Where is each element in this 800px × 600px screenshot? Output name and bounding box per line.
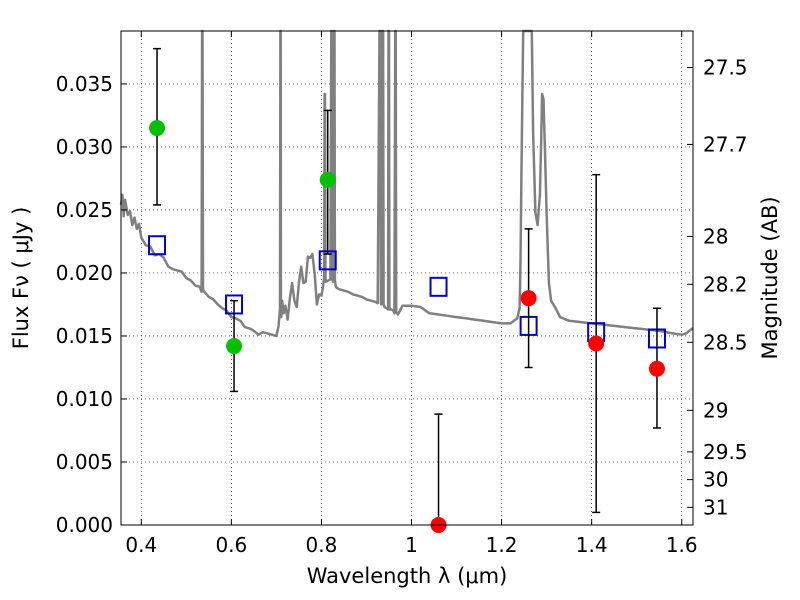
y2-axis-label: Magnitude (AB)	[758, 196, 782, 359]
y-tick-label: 0.035	[56, 72, 113, 96]
axes-ticks: 0.4 0.6 0.8 1 1.2 1.4 1.6 0.000 0.005 0.010 0.015 0…	[56, 31, 748, 557]
optical-flux-point	[149, 120, 166, 137]
y2-tick-label: 28	[703, 224, 728, 248]
y2-tick-label: 27.7	[703, 132, 748, 156]
nir-flux-point	[520, 290, 537, 307]
y-tick-label: 0.030	[56, 135, 113, 159]
optical-flux-point	[226, 338, 243, 355]
x-tick-label: 1.6	[666, 533, 698, 557]
grid	[121, 31, 693, 526]
y-tick-label: 0.005	[56, 450, 113, 474]
x-tick-label: 0.6	[215, 533, 247, 557]
y-tick-label: 0.015	[56, 324, 113, 348]
y-tick-label: 0.025	[56, 198, 113, 222]
plot-frame	[120, 30, 694, 526]
y2-tick-label: 27.5	[703, 56, 748, 80]
y2-tick-label: 28.5	[703, 330, 748, 354]
x-tick-label: 0.4	[125, 533, 157, 557]
y-tick-label: 0.000	[56, 513, 113, 537]
x-tick-label: 1.2	[486, 533, 518, 557]
y-axis-label: Flux Fν ( μJy )	[9, 207, 33, 350]
y2-tick-label: 31	[703, 495, 728, 519]
y2-tick-label: 30	[703, 468, 728, 492]
y-tick-label: 0.010	[56, 387, 113, 411]
x-tick-label: 1	[405, 533, 418, 557]
x-tick-label: 1.4	[576, 533, 608, 557]
y-tick-label: 0.020	[56, 261, 113, 285]
y2-tick-label: 28.2	[703, 272, 748, 296]
nir-flux-point	[648, 360, 665, 377]
model-spectrum-line	[119, 29, 694, 338]
x-tick-label: 0.8	[306, 533, 338, 557]
plot-area	[119, 29, 694, 533]
optical-flux-point	[319, 171, 336, 188]
nir-flux-point	[588, 335, 605, 352]
y2-tick-label: 29.5	[703, 440, 748, 464]
model-photometry-square	[148, 235, 167, 256]
y2-tick-label: 29	[703, 398, 728, 422]
model-photometry-square	[429, 276, 448, 297]
x-axis-label: Wavelength λ (μm)	[307, 564, 508, 588]
